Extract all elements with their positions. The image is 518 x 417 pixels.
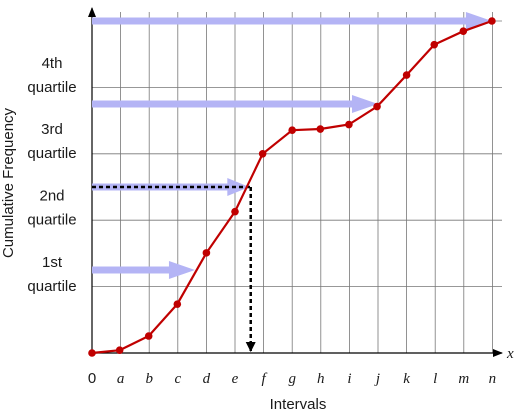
x-tick-label: k	[403, 371, 410, 387]
data-point	[488, 17, 496, 25]
data-point	[173, 300, 182, 308]
quartile-label: 1st quartile	[27, 254, 76, 295]
data-point	[231, 207, 239, 216]
quartile-arrow-head	[168, 261, 195, 279]
data-point	[288, 126, 297, 134]
grid	[92, 12, 502, 353]
quartile-label: 2nd quartile	[27, 188, 76, 229]
x-tick-label: h	[317, 371, 325, 387]
data-point	[258, 150, 267, 158]
x-tick-label: g	[288, 371, 296, 387]
data-point	[430, 40, 439, 49]
x-tick-label: b	[145, 371, 153, 387]
x-tick-label: f	[262, 371, 268, 387]
data-point	[373, 102, 381, 111]
data-point	[88, 349, 96, 357]
quartile-arrow-head	[227, 178, 250, 196]
data-point	[345, 120, 353, 129]
y-axis-label: Cumulative Frequency	[0, 107, 17, 258]
data-point	[144, 332, 153, 340]
quartile-arrow-head	[465, 12, 492, 30]
x-axis-label: Intervals	[270, 396, 327, 412]
data-point	[115, 346, 124, 355]
labels: Cumulative Frequency Intervals x 1st quar…	[0, 55, 514, 413]
quartile-label: 3rd quartile	[27, 121, 76, 162]
ogive-curve	[88, 17, 496, 357]
quartile-arrow-head	[352, 95, 378, 113]
x-tick-label: a	[117, 371, 125, 387]
x-tick-label: m	[458, 371, 469, 387]
x-tick-label: n	[489, 371, 497, 387]
quartile-arrows	[92, 12, 492, 352]
x-tick-label: i	[347, 371, 351, 387]
data-point	[316, 125, 325, 133]
x-tick-label: c	[174, 371, 181, 387]
x-tick-label: e	[232, 371, 239, 387]
axes: 0 a b c d e f g h i j k l m n	[88, 7, 503, 387]
data-point	[459, 27, 468, 35]
quartile-label: 4th quartile	[27, 55, 76, 96]
x-axis-symbol: x	[506, 346, 514, 362]
data-point	[202, 249, 211, 257]
data-point	[402, 71, 411, 79]
x-tick-label: 0	[88, 370, 96, 387]
x-tick-label: l	[433, 371, 437, 387]
x-tick-label: j	[374, 371, 380, 387]
x-tick-label: d	[203, 371, 211, 387]
